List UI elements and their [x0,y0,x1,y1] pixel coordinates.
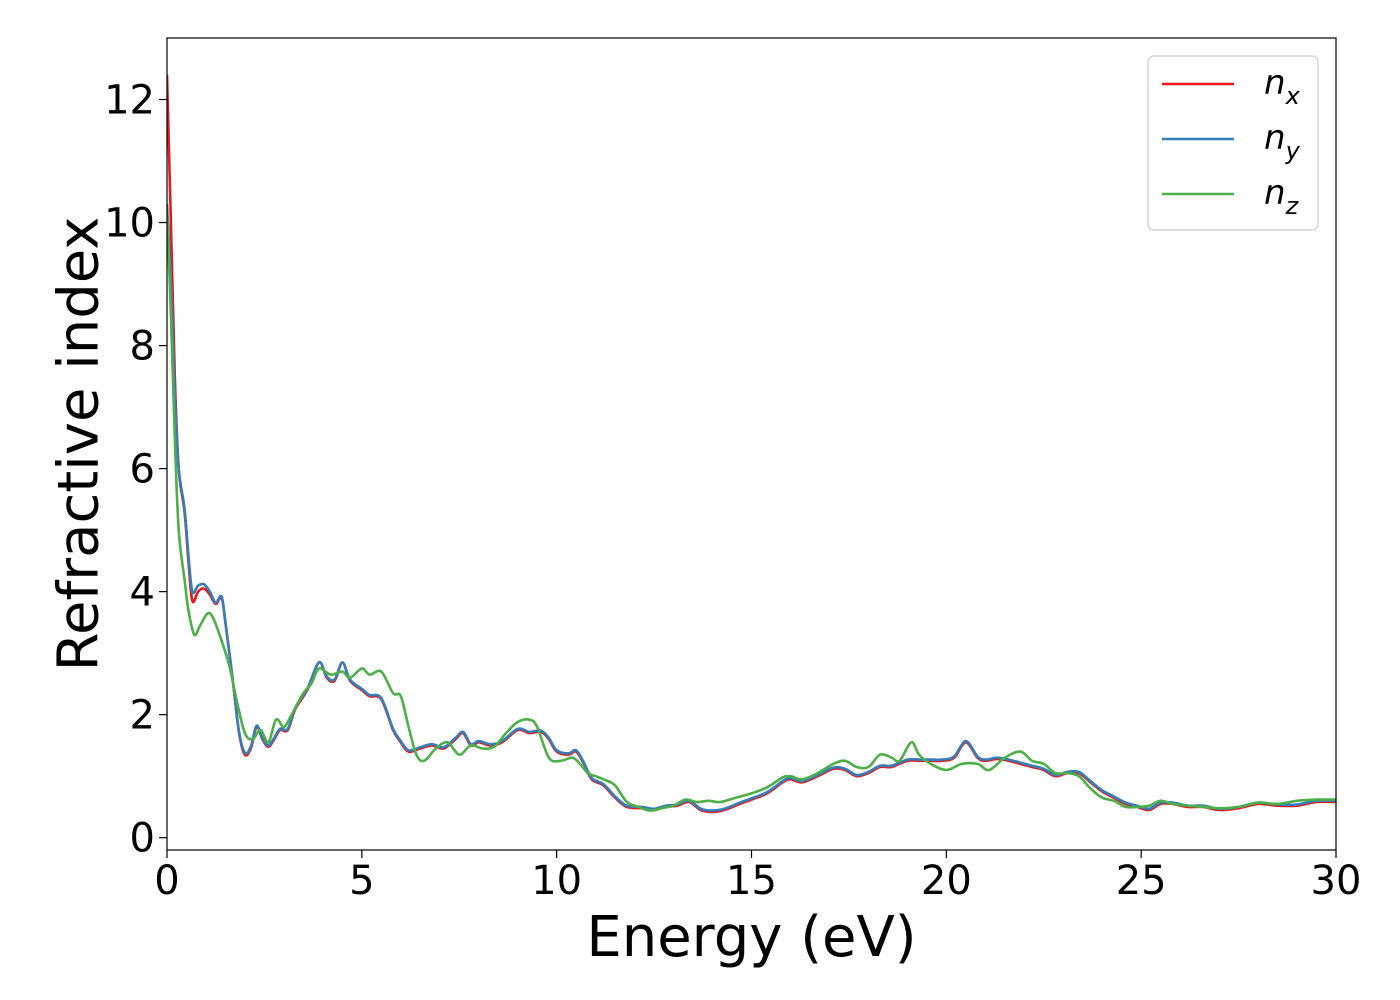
legend-label: nz [1264,173,1300,220]
y-tick-label: 4 [130,570,155,616]
x-tick-label: 15 [726,858,777,904]
x-tick-label: 10 [531,858,582,904]
x-tick-label: 20 [921,858,972,904]
legend-label: nx [1264,63,1301,110]
y-tick-label: 6 [130,447,155,493]
legend-label-base: n [1264,63,1286,103]
legend-box [1147,55,1319,231]
y-tick-label: 2 [130,693,155,739]
series-layer [167,74,1336,814]
x-axis-ticks: 0 5 10 15 20 25 30 [154,850,1361,904]
y-tick-label: 12 [104,78,155,124]
series-line-n-y [167,204,1336,812]
x-axis-label: Energy (eV) [586,905,916,970]
legend-label-subscript: z [1285,192,1300,220]
y-tick-label: 0 [130,816,155,862]
legend-label-subscript: y [1285,137,1301,165]
x-tick-label: 30 [1311,858,1362,904]
legend-label-base: n [1264,118,1286,158]
y-axis-ticks: 0 2 4 6 8 10 12 [104,78,167,862]
y-axis-label: Refractive index [47,217,112,672]
legend-label-subscript: x [1285,82,1301,110]
y-tick-label: 8 [130,324,155,370]
series-line-n-z [167,210,1336,812]
legend-label: ny [1264,118,1301,165]
x-tick-label: 0 [154,858,179,904]
x-tick-label: 5 [349,858,374,904]
x-tick-label: 25 [1116,858,1167,904]
y-tick-label: 10 [104,201,155,247]
legend-label-base: n [1264,173,1286,213]
